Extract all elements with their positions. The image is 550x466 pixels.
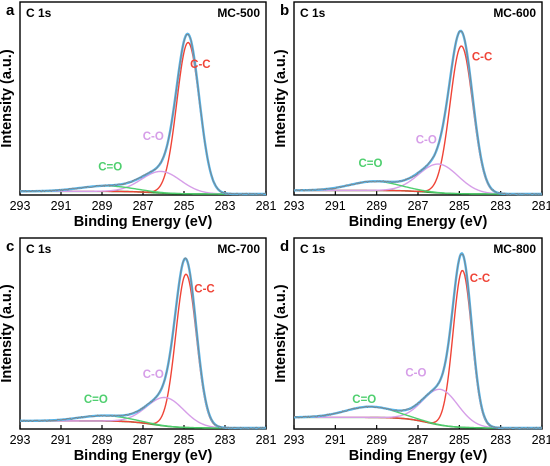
x-tick-label: 285: [174, 199, 195, 213]
sample-label: MC-600: [493, 6, 536, 20]
x-tick-label: 281: [256, 433, 277, 447]
peak-label: C-O: [143, 131, 164, 143]
panel-c: 293 291 289 287 285 283 281 Binding Energy (eV)…: [0, 237, 277, 464]
x-tick-label: 285: [174, 433, 195, 447]
core-level-label: C 1s: [26, 6, 52, 20]
x-tick-label: 287: [408, 433, 429, 447]
peak-label: C=O: [352, 394, 376, 406]
panel-d: 293 291 289 287 285 283 281 Binding Energy (eV)…: [273, 237, 550, 464]
y-axis-title: Intensity (a.u.): [0, 284, 15, 382]
x-tick-label: 281: [532, 199, 550, 213]
plot-frame: [19, 237, 267, 430]
peak-cc-line: [20, 273, 266, 429]
x-tick-label: 289: [92, 199, 113, 213]
x-tick-label: 291: [325, 199, 346, 213]
peak-label: C-C: [470, 273, 490, 285]
plot-frame: [293, 237, 543, 430]
x-axis-title: Binding Energy (eV): [349, 448, 488, 464]
core-level-label: C 1s: [300, 242, 326, 256]
peak-label: C-C: [190, 59, 210, 71]
core-level-label: C 1s: [26, 242, 52, 256]
plot-frame: [293, 1, 543, 196]
panel-letter: d: [280, 238, 289, 255]
x-tick-label: 287: [133, 433, 154, 447]
x-tick-label: 293: [10, 199, 31, 213]
x-tick-label: 291: [51, 433, 72, 447]
envelope-line: [19, 32, 266, 196]
peak-label: C=O: [358, 158, 382, 170]
x-tick-label: 281: [532, 433, 550, 447]
envelope-line: [20, 257, 266, 430]
peak-label: C=O: [84, 394, 108, 406]
peak-label: C-C: [194, 283, 214, 295]
raw-data-line: [19, 257, 267, 430]
x-tick-label: 283: [215, 199, 236, 213]
peak-label: C-C: [472, 52, 492, 64]
sample-label: MC-700: [217, 242, 260, 256]
sample-label: MC-800: [493, 242, 536, 256]
x-tick-label: 283: [215, 433, 236, 447]
x-tick-label: 289: [366, 199, 387, 213]
x-tick-label: 293: [10, 433, 31, 447]
x-tick-label: 291: [325, 433, 346, 447]
peak-label: C=O: [98, 162, 122, 174]
envelope-line: [293, 29, 542, 196]
y-axis-title: Intensity (a.u.): [0, 49, 15, 147]
x-tick-label: 291: [51, 199, 72, 213]
x-axis-title: Binding Energy (eV): [74, 214, 213, 230]
peak-label: C-O: [405, 367, 426, 379]
y-axis-title: Intensity (a.u.): [273, 284, 289, 382]
x-tick-label: 283: [490, 199, 511, 213]
raw-data-line: [293, 253, 543, 430]
peak-label: C-O: [416, 135, 437, 147]
x-tick-label: 285: [449, 433, 470, 447]
panel-letter: c: [6, 238, 14, 255]
x-axis-title: Binding Energy (eV): [349, 214, 488, 230]
peak-cc-line: [20, 41, 266, 195]
sample-label: MC-500: [217, 6, 260, 20]
panel-letter: b: [280, 2, 289, 19]
x-tick-label: 281: [256, 199, 277, 213]
y-axis-title: Intensity (a.u.): [273, 49, 289, 147]
x-tick-label: 289: [366, 433, 387, 447]
peak-label: C-O: [143, 369, 164, 381]
x-tick-label: 283: [490, 433, 511, 447]
panel-b: 293 291 289 287 285 283 281 Binding Energy (eV)…: [273, 1, 550, 230]
raw-data-line: [293, 30, 543, 196]
x-tick-label: 293: [284, 199, 305, 213]
panel-letter: a: [6, 2, 15, 19]
panel-a: 293 291 289 287 285 283 281 Binding Energy (eV)…: [0, 1, 277, 230]
peak-co-line: [294, 388, 542, 429]
x-tick-label: 289: [92, 433, 113, 447]
x-tick-label: 287: [133, 199, 154, 213]
raw-data-line: [19, 33, 267, 196]
x-tick-label: 287: [408, 199, 429, 213]
x-tick-label: 293: [284, 433, 305, 447]
x-axis-title: Binding Energy (eV): [74, 448, 213, 464]
envelope-line: [293, 251, 542, 430]
x-tick-label: 285: [449, 199, 470, 213]
plot-frame: [19, 1, 267, 196]
core-level-label: C 1s: [300, 6, 326, 20]
